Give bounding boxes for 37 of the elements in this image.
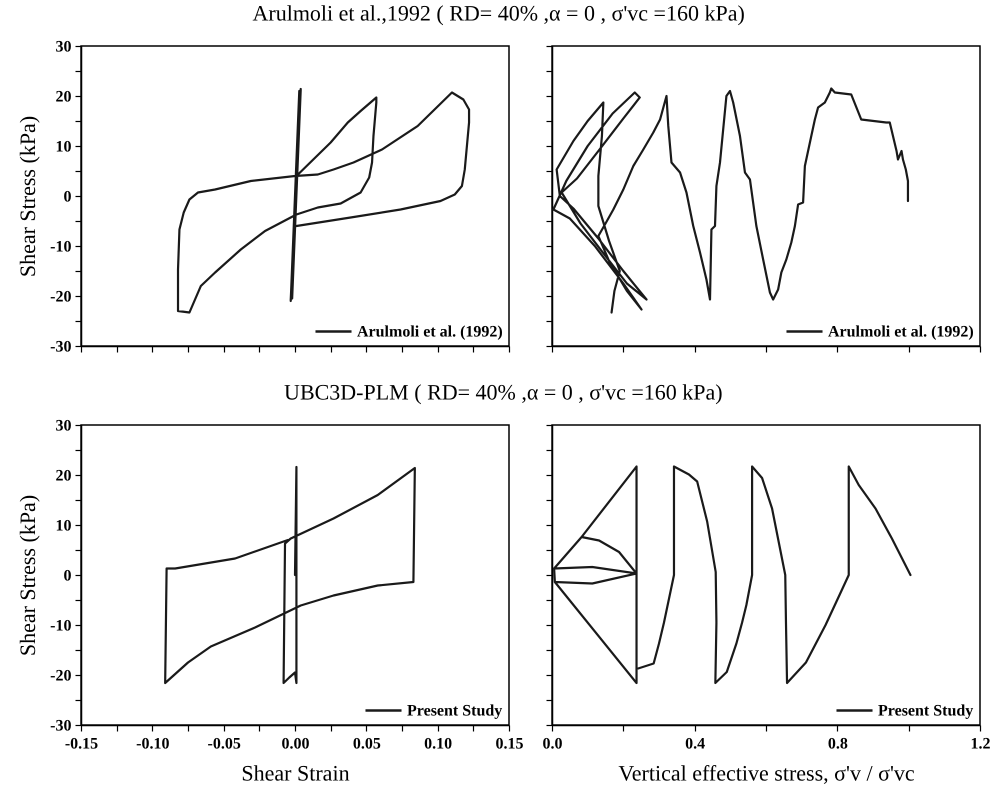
x-axis-title: Shear Strain bbox=[241, 760, 350, 786]
y-tick-label: 10 bbox=[56, 138, 72, 156]
legend-label: Present Study bbox=[407, 702, 502, 720]
y-tick-label: -20 bbox=[50, 288, 72, 306]
y-tick-label: 30 bbox=[56, 38, 72, 56]
x-tick-label: 0.4 bbox=[685, 736, 706, 752]
x-tick-label: 0.0 bbox=[542, 736, 562, 752]
x-tick-label: 0.10 bbox=[424, 736, 452, 752]
y-axis-title: Shear Stress (kPa) bbox=[15, 494, 40, 656]
y-axis-title: Shear Stress (kPa) bbox=[15, 116, 40, 278]
y-tick-label: 20 bbox=[56, 468, 72, 484]
y-tick-label: 20 bbox=[56, 88, 72, 106]
x-tick-label: -0.10 bbox=[136, 736, 170, 752]
y-tick-label: -30 bbox=[50, 338, 72, 356]
x-tick-label: 0.15 bbox=[496, 736, 524, 752]
x-tick-label: 1.2 bbox=[970, 736, 990, 752]
legend-label: Arulmoli et al. (1992) bbox=[357, 324, 503, 340]
y-tick-label: 10 bbox=[56, 518, 72, 534]
line-series bbox=[164, 466, 416, 684]
y-tick-label: -10 bbox=[50, 238, 72, 256]
x-tick-label: -0.15 bbox=[64, 736, 98, 752]
legend-label: Present Study bbox=[878, 702, 974, 720]
y-tick-label: -30 bbox=[50, 718, 72, 734]
y-tick-label: 0 bbox=[64, 568, 72, 584]
y-tick-label: 0 bbox=[64, 188, 72, 206]
x-tick-label: 0.00 bbox=[282, 736, 310, 752]
x-tick-label: 0.05 bbox=[352, 736, 381, 752]
chart-title: Arulmoli et al.,1992 ( RD= 40% ,α = 0 , σ'vc =160 kPa) bbox=[252, 0, 745, 26]
x-axis-title: Vertical effective stress, σ'v / σ'vc bbox=[618, 760, 915, 786]
y-tick-label: -10 bbox=[50, 618, 72, 634]
legend-label: Arulmoli et al. (1992) bbox=[828, 324, 974, 340]
y-tick-label: 30 bbox=[56, 418, 72, 434]
x-tick-label: -0.05 bbox=[208, 736, 241, 752]
y-tick-label: -20 bbox=[50, 668, 72, 684]
chart-title: UBC3D-PLM ( RD= 40% ,α = 0 , σ'vc =160 kPa) bbox=[284, 379, 723, 404]
line-series bbox=[176, 88, 470, 314]
x-tick-label: 0.8 bbox=[828, 736, 848, 752]
